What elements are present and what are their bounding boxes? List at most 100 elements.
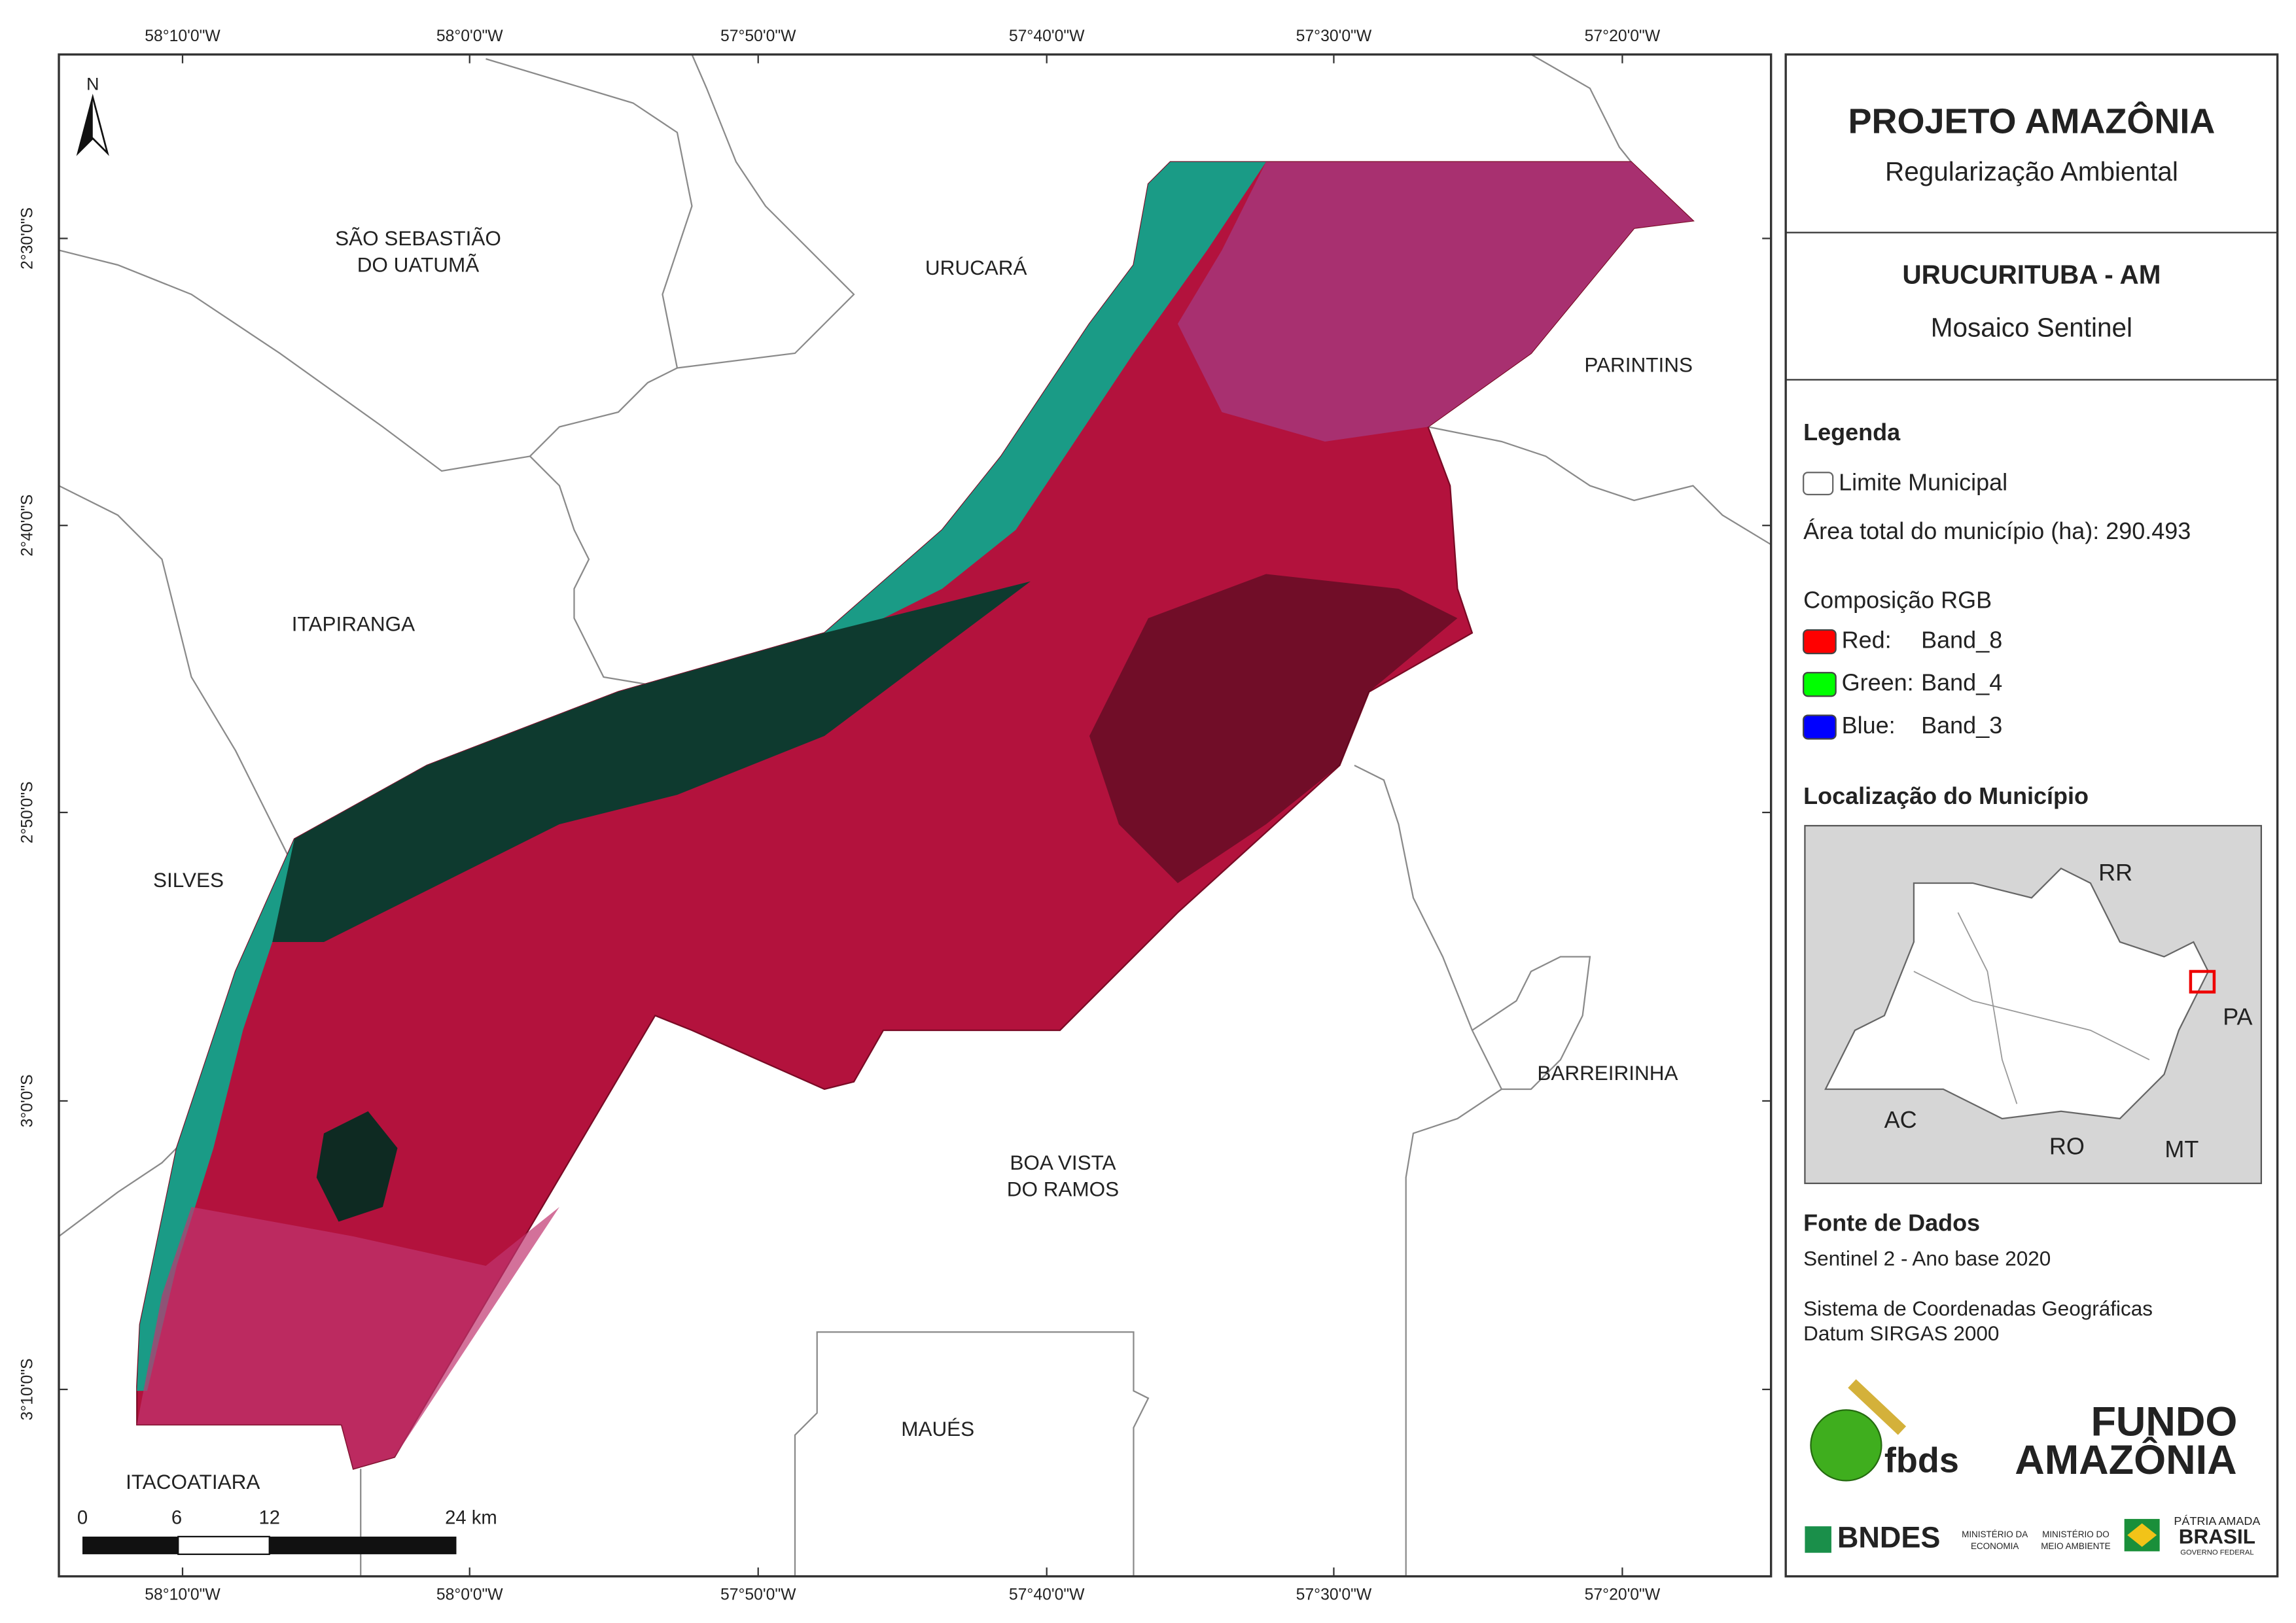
source-line: Sentinel 2 - Ano base 2020 [1803,1246,2051,1270]
band-swatch [1803,714,1837,740]
fundo-logo: AMAZÔNIA [2015,1437,2236,1483]
place-name: BARREIRINHA [1537,1061,1678,1085]
place-name: ITACOATIARA [126,1470,260,1493]
left-tick-label: 3°0'0"S [18,1074,36,1127]
north-label: N [86,75,99,94]
band-name: Band_8 [1921,626,2002,653]
boundary-swatch [1803,472,1834,496]
municipal-boundary [1472,956,1591,1091]
state-label: RO [2049,1132,2085,1159]
place-name: SÃO SEBASTIÃO [335,226,501,250]
band-channel: Blue: [1842,712,1896,739]
fbds-bar [1848,1379,1907,1435]
legend-area: Área total do município (ha): 290.493 [1803,517,2191,544]
brasil-logo: BRASIL [2179,1524,2255,1548]
ministry-label: ECONOMIA [1971,1541,2019,1551]
inset-boundary [1957,912,2018,1104]
river-channel [137,162,1266,1391]
left-tick-label: 3°10'0"S [18,1358,36,1420]
lowland [137,1206,559,1469]
scale-label: 12 [258,1508,280,1529]
map-frame [58,53,1773,1578]
municipal-boundary [59,58,693,472]
top-tick-label: 57°30'0"W [1296,27,1372,45]
band-swatch [1803,672,1837,697]
bottom-tick-label: 58°0'0"W [436,1586,503,1603]
bndes-mark [1805,1526,1831,1553]
place-name: ITAPIRANGA [292,612,415,636]
river-water [272,581,1031,942]
municipal-boundary [1530,54,1632,163]
scale-segment [82,1536,179,1554]
municipal-boundary [59,485,295,869]
band-channel: Red: [1842,626,1892,653]
panel-title: PROJETO AMAZÔNIA [1848,101,2215,141]
panel-frame [1784,53,2279,1578]
top-tick-label: 57°20'0"W [1585,27,1661,45]
scale-label: 0 [77,1508,88,1529]
fundo-logo: FUNDO [2091,1399,2237,1445]
state-label: AC [1884,1106,1917,1133]
brasil-logo: PÁTRIA AMADA [2174,1514,2260,1527]
left-tick-label: 2°50'0"S [18,782,36,844]
place-name: URUCARÁ [925,256,1027,279]
scale-label: 24 km [445,1508,497,1529]
place-name: SILVES [153,868,224,892]
left-tick-label: 2°30'0"S [18,207,36,270]
lake [316,1111,398,1222]
municipality-name: URUCURITUBA - AM [1902,260,2161,290]
amazonas-state [1824,867,2210,1120]
brasil-logo: GOVERNO FEDERAL [2180,1549,2253,1557]
legend-boundary: Limite Municipal [1839,469,2007,496]
scale-label: 6 [171,1508,182,1529]
place-name: PARINTINS [1584,353,1693,377]
bottom-tick-label: 57°50'0"W [720,1586,796,1603]
state-label: PA [2223,1003,2252,1030]
top-tick-label: 57°50'0"W [720,27,796,45]
legend-title: Legenda [1803,419,1901,445]
fbds-logo: fbds [1884,1441,1959,1480]
band-swatch [1803,629,1837,655]
sources-title: Fonte de Dados [1803,1209,1980,1236]
fbds-globe [1810,1409,1882,1482]
top-tick-label: 58°10'0"W [145,27,221,45]
dark-vegetation [1089,574,1458,883]
place-name: DO RAMOS [1007,1178,1119,1201]
panel-subtitle: Regularização Ambiental [1885,156,2178,186]
municipal-boundary [529,455,648,686]
ministry-label: MINISTÉRIO DA [1962,1529,2028,1539]
map-layers [59,54,1771,1577]
place-name: MAUÉS [901,1417,974,1440]
top-tick-label: 57°40'0"W [1009,27,1085,45]
floodplain [1177,162,1693,442]
bottom-tick-label: 57°20'0"W [1585,1586,1661,1603]
product-name: Mosaico Sentinel [1931,313,2132,343]
bottom-tick-label: 57°40'0"W [1009,1586,1085,1603]
municipal-boundary [59,1147,177,1237]
municipal-boundary [1354,764,1503,1577]
ministry-label: MINISTÉRIO DO [2042,1529,2110,1539]
state-label: RR [2098,859,2132,886]
bottom-tick-label: 57°30'0"W [1296,1586,1372,1603]
location-marker [2189,969,2216,994]
ministry-label: MEIO AMBIENTE [2041,1541,2110,1551]
source-line: Datum SIRGAS 2000 [1803,1321,1999,1345]
municipal-boundary [677,54,855,369]
left-tick-label: 2°40'0"S [18,495,36,557]
source-line: Sistema de Coordenadas Geográficas [1803,1297,2153,1320]
place-name: DO UATUMÃ [357,253,480,277]
legend-rgb-title: Composição RGB [1803,587,1992,614]
band-name: Band_3 [1921,712,2002,739]
top-tick-label: 58°0'0"W [436,27,503,45]
municipal-boundary [794,1331,1150,1577]
band-name: Band_4 [1921,669,2002,696]
scale-segment [269,1536,457,1554]
scale-segment [177,1535,270,1556]
state-label: MT [2164,1136,2199,1162]
municipal-boundary [1428,426,1771,546]
bndes-logo: BNDES [1837,1520,1940,1554]
band-channel: Green: [1842,669,1914,696]
